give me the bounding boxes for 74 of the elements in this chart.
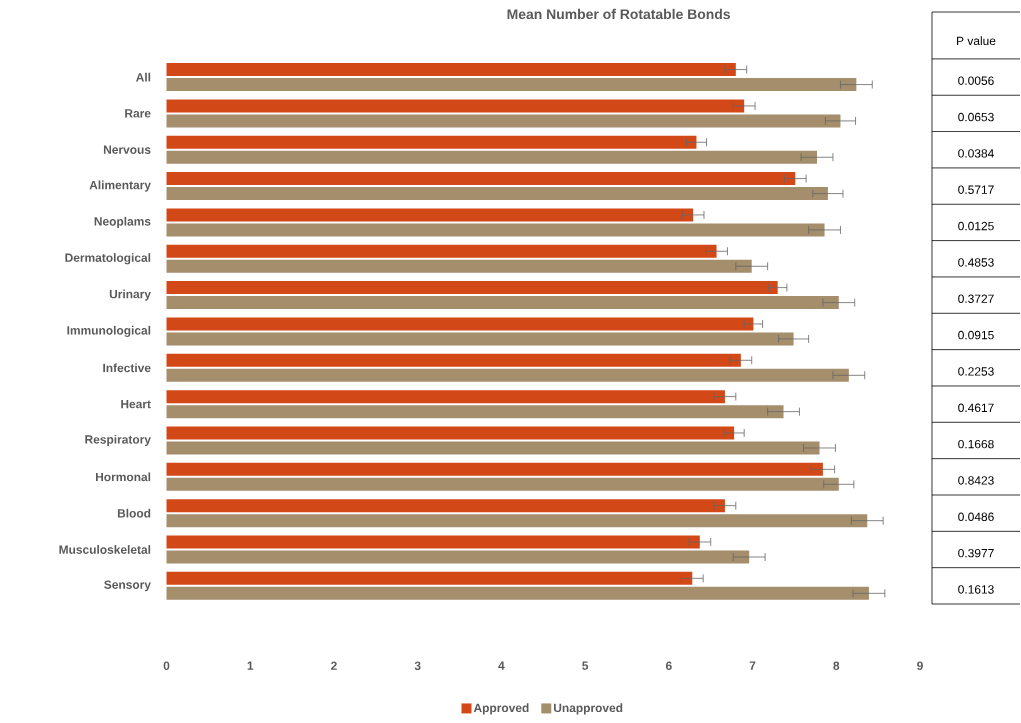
text: 0.0125 [958,221,994,231]
bar [166,426,735,440]
bar [166,114,841,128]
text: 0.8423 [958,476,994,485]
y-tick-label: Blood [117,508,151,518]
text: 0.1613 [958,585,994,594]
bar [166,208,694,222]
bar [166,135,697,149]
legend-label: Approved [473,703,529,715]
bar [166,441,820,455]
y-tick-label: Sensory [104,580,151,592]
x-tick-label: 5 [582,661,589,670]
x-tick-label: 8 [833,661,840,670]
chart-title: Mean Number of Rotatable Bonds [507,8,731,20]
bar [166,477,839,491]
y-tick-label: Heart [121,399,151,409]
bar [166,405,784,419]
bar [166,99,745,113]
bar [166,353,741,367]
text: 0.1668 [958,439,994,449]
x-tick-label: 2 [331,661,337,670]
x-tick-label: 9 [917,661,923,670]
bar [166,296,839,310]
bar [166,223,825,237]
y-tick-label: Urinary [109,289,151,301]
bar [166,187,828,201]
text: 0.3727 [958,294,994,303]
y-tick-label: Infective [103,363,151,373]
bar [166,586,869,600]
text: 0.4853 [958,258,994,267]
x-tick-label: 0 [163,661,170,670]
x-tick-label: 6 [665,661,672,670]
legend-label: Unapproved [553,703,623,715]
bar [166,462,823,476]
text: 0.0384 [958,149,994,158]
bar [166,571,693,585]
bar [166,535,700,549]
y-tick-label: Neoplams [94,216,151,229]
x-tick-label: 4 [498,661,505,670]
y-tick-label: Hormonal [95,472,151,482]
text: 0.0056 [958,76,994,85]
bar [166,514,868,528]
y-tick-label: Alimentary [89,180,151,192]
x-tick-label: 1 [247,661,254,670]
y-tick-label: Musculoskeletal [59,545,151,554]
y-tick-label: Nervous [103,145,151,154]
text: 0.0653 [958,112,994,122]
text: 0.2253 [958,367,994,376]
bar [166,150,818,164]
y-tick-label: Dermatological [65,253,151,265]
x-tick-label: 3 [414,661,421,670]
y-tick-label: Immunological [67,325,151,338]
bar [166,550,750,564]
bar [166,332,794,346]
y-tick-label: Rare [125,109,151,118]
bar [166,368,849,382]
text: P value [957,36,996,46]
text: 0.4617 [958,403,994,412]
text: 0.3977 [958,548,994,558]
bar [166,63,736,77]
bar [166,244,717,258]
bar [166,281,778,295]
bar [166,78,857,92]
bar [166,499,725,513]
text: 0.0915 [958,330,994,340]
y-tick-label: All [136,72,151,82]
y-tick-label: Respiratory [85,434,151,447]
text: 0.5717 [958,185,994,194]
bar [166,259,752,273]
x-tick-label: 7 [749,661,756,670]
bar [166,390,725,404]
text: 0.0486 [958,512,994,522]
bar [166,172,796,186]
bar [166,317,754,331]
